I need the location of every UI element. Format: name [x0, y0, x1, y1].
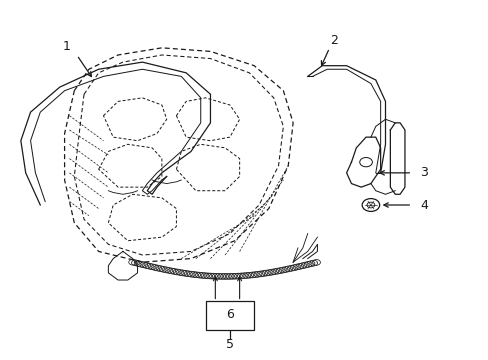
Text: 4: 4 [420, 198, 427, 212]
Text: 1: 1 [63, 40, 71, 53]
Text: 6: 6 [225, 308, 233, 321]
Bar [205, 301, 254, 330]
Text: 3: 3 [420, 166, 427, 179]
Text: 2: 2 [330, 34, 338, 47]
Text: 5: 5 [225, 338, 233, 351]
